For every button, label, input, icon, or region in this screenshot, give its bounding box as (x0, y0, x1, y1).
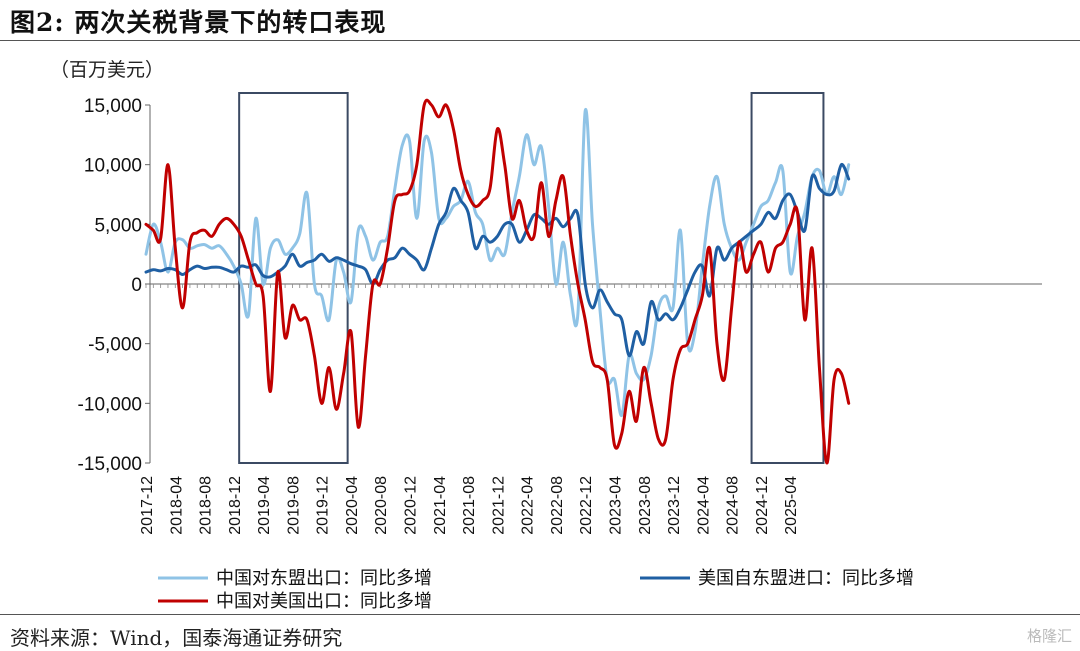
x-tick-label: 2024-12 (754, 476, 771, 535)
title-divider (0, 40, 1080, 41)
x-tick-label: 2020-08 (373, 476, 390, 535)
x-tick-label: 2021-12 (490, 476, 507, 535)
x-tick-label: 2018-04 (168, 476, 185, 535)
x-tick-label: 2020-12 (403, 476, 420, 535)
x-tick-label: 2025-04 (783, 476, 800, 535)
y-tick-label: -5,000 (88, 335, 142, 356)
x-tick-label: 2023-12 (666, 476, 683, 535)
x-tick-label: 2022-08 (549, 476, 566, 535)
x-tick-label: 2018-12 (227, 476, 244, 535)
highlight-box (238, 92, 349, 464)
y-tick-label: -10,000 (78, 394, 142, 415)
x-tick-label: 2022-12 (578, 476, 595, 535)
y-tick-label: 5,000 (94, 215, 142, 236)
y-axis-unit-label: （百万美元） (50, 59, 165, 81)
x-tick-label: 2019-08 (285, 476, 302, 535)
x-tick-label: 2017-12 (139, 476, 156, 535)
asean-export-line (144, 107, 851, 417)
legend-us-import-label: 美国自东盟进口：同比多增 (698, 568, 914, 589)
x-tick-label: 2024-08 (725, 476, 742, 535)
series-lines (144, 98, 851, 465)
source-note: 资料来源：Wind，国泰海通证券研究 (10, 626, 343, 650)
y-tick-label: 15,000 (84, 96, 142, 117)
legend-us-export-label: 中国对美国出口：同比多增 (216, 591, 432, 612)
chart-title: 图2: 两次关税背景下的转口表现 (10, 8, 387, 37)
x-tick-label: 2021-04 (432, 476, 449, 535)
us-export-line (144, 98, 851, 465)
y-tick-label: 0 (131, 275, 142, 296)
x-tick-label: 2020-04 (344, 476, 361, 535)
highlight-box (750, 92, 825, 464)
x-tick-label: 2023-08 (637, 476, 654, 535)
watermark-logo: 格隆汇 (1026, 627, 1072, 645)
chart-axes: 15,00010,0005,0000-5,000-10,000-15,00020… (78, 96, 1042, 535)
y-tick-label: -15,000 (78, 454, 142, 475)
y-tick-label: 10,000 (84, 156, 142, 177)
x-tick-label: 2023-04 (607, 476, 624, 535)
x-tick-label: 2019-12 (315, 476, 332, 535)
x-tick-label: 2021-08 (461, 476, 478, 535)
footer-divider (0, 614, 1080, 615)
x-tick-label: 2024-04 (695, 476, 712, 535)
x-tick-label: 2022-04 (520, 476, 537, 535)
x-tick-label: 2019-04 (256, 476, 273, 535)
legend-asean-export-label: 中国对东盟出口：同比多增 (216, 568, 432, 589)
x-tick-label: 2018-08 (198, 476, 215, 535)
us-import-line (144, 163, 851, 358)
